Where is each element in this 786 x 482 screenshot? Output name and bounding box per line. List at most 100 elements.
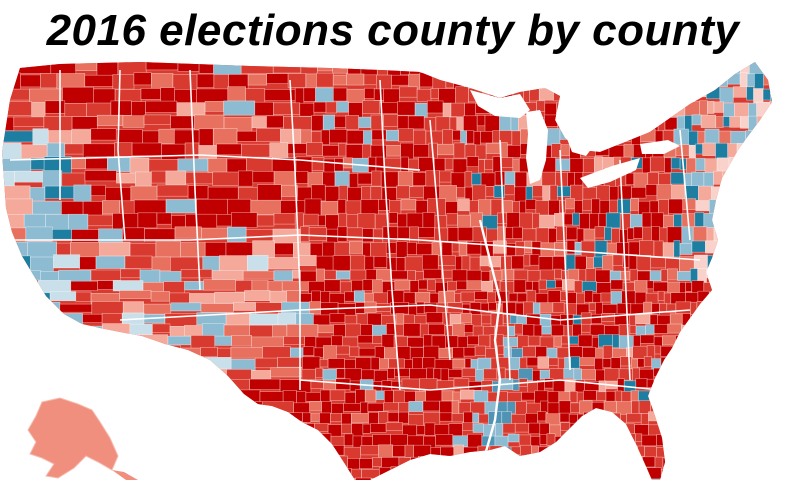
county-cell: [563, 368, 575, 379]
county-cell: [151, 170, 167, 184]
county-cell: [19, 390, 50, 401]
county-cell: [771, 325, 772, 342]
county-cell: [501, 269, 515, 280]
county-cell: [451, 269, 468, 282]
county-cell: [227, 226, 247, 243]
county-cell: [740, 425, 754, 434]
county-cell: [216, 412, 237, 428]
county-cell: [373, 256, 388, 268]
county-cell: [778, 228, 786, 243]
county-cell: [566, 240, 576, 255]
county-cell: [769, 100, 772, 121]
county-cell: [737, 268, 747, 279]
county-cell: [293, 422, 307, 439]
county-cell: [183, 413, 204, 426]
county-cell: [254, 101, 274, 116]
county-cell: [694, 401, 702, 414]
county-cell: [692, 433, 706, 445]
county-cell: [693, 86, 707, 98]
county-cell: [267, 257, 299, 270]
county-cell: [483, 368, 498, 380]
county-cell: [714, 213, 723, 228]
county-cell: [423, 268, 442, 279]
county-cell: [332, 62, 349, 74]
county-cell: [725, 62, 741, 74]
county-cell: [266, 115, 284, 129]
county-cell: [206, 445, 237, 455]
county-cell: [110, 400, 125, 414]
county-cell: [174, 89, 197, 104]
county-cell: [71, 129, 92, 146]
county-cell: [387, 368, 395, 379]
alaska-inset: [27, 397, 138, 480]
county-cell: [546, 433, 556, 446]
county-cell: [2, 358, 15, 369]
county-cell: [727, 72, 741, 85]
county-cell: [694, 212, 705, 227]
county-cell: [244, 290, 271, 301]
county-cell: [209, 435, 233, 448]
county-cell: [614, 466, 627, 479]
county-cell: [633, 226, 643, 239]
county-cell: [681, 313, 691, 328]
county-cell: [663, 292, 672, 305]
county-cell: [763, 115, 772, 131]
county-cell: [115, 390, 131, 406]
county-cell: [778, 130, 786, 149]
county-cell: [102, 200, 121, 215]
county-cell: [283, 435, 308, 448]
county-cell: [238, 401, 264, 414]
county-cell: [770, 62, 772, 79]
county-cell: [44, 100, 66, 114]
county-cell: [704, 62, 713, 74]
county-cell: [642, 456, 656, 468]
county-cell: [216, 455, 250, 469]
county-cell: [353, 290, 365, 303]
county-cell: [372, 279, 383, 295]
county-cell: [758, 434, 772, 445]
county-cell: [137, 212, 158, 229]
county-cell: [2, 268, 15, 283]
county-cell: [97, 280, 114, 290]
county-cell: [734, 467, 744, 477]
county-cell: [769, 345, 772, 355]
county-cell: [569, 422, 580, 434]
county-cell: [140, 411, 164, 426]
county-cell: [568, 73, 580, 87]
county-cell: [355, 477, 372, 480]
county-cell: [611, 423, 622, 433]
county-cell: [720, 200, 733, 215]
county-cell: [129, 157, 150, 173]
county-cell: [464, 357, 472, 369]
county-cell: [746, 142, 754, 154]
county-cell: [594, 226, 605, 239]
county-cell: [95, 255, 126, 269]
county-cell: [329, 313, 346, 324]
county-cell: [673, 369, 687, 386]
county-cell: [337, 226, 348, 242]
county-cell: [142, 130, 160, 145]
county-cell: [112, 213, 139, 231]
county-cell: [551, 324, 565, 336]
county-cell: [702, 314, 717, 329]
county-cell: [326, 444, 345, 456]
county-cell: [99, 391, 117, 406]
county-cell: [624, 116, 635, 131]
county-cell: [510, 446, 521, 455]
county-cell: [568, 102, 582, 117]
county-cell: [287, 143, 307, 155]
county-cell: [394, 323, 404, 336]
county-cell: [419, 72, 434, 88]
county-cell: [762, 62, 771, 77]
county-cell: [324, 455, 340, 467]
county-cell: [746, 86, 754, 101]
county-cell: [638, 466, 647, 479]
county-cell: [752, 270, 764, 284]
county-cell: [515, 467, 529, 478]
county-cell: [319, 412, 331, 425]
county-cell: [697, 130, 706, 144]
county-cell: [702, 142, 716, 156]
county-cell: [460, 62, 469, 70]
county-cell: [753, 326, 766, 338]
county-cell: [450, 102, 465, 117]
